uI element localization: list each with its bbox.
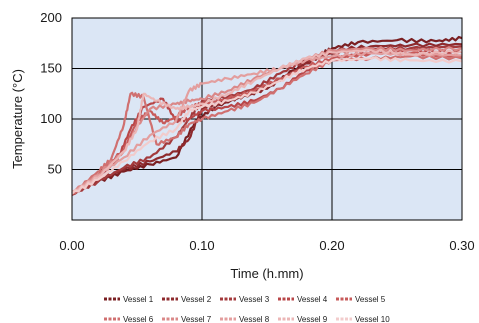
legend-label-vessel-3: Vessel 3 (239, 295, 270, 304)
y-tick-label: 50 (48, 162, 62, 177)
legend-label-vessel-1: Vessel 1 (123, 295, 154, 304)
legend-label-vessel-4: Vessel 4 (297, 295, 328, 304)
x-tick-labels: 0.00 0.10 0.20 0.30 (59, 238, 474, 253)
series-line-vessel-8 (71, 51, 463, 194)
plot-border (71, 17, 463, 221)
legend-label-vessel-9: Vessel 9 (297, 315, 328, 323)
y-tick-label: 100 (40, 111, 62, 126)
legend: Vessel 1 Vessel 2 Vessel 3 Vessel 4 Vessel 5… (104, 295, 390, 323)
legend-label-vessel-6: Vessel 6 (123, 315, 154, 323)
legend-label-vessel-7: Vessel 7 (181, 315, 212, 323)
y-tick-label: 200 (40, 10, 62, 25)
legend-label-vessel-5: Vessel 5 (355, 295, 386, 304)
y-tick-labels: 50 100 150 200 (40, 10, 62, 177)
x-tick-label: 0.00 (59, 238, 84, 253)
legend-label-vessel-8: Vessel 8 (239, 315, 270, 323)
x-tick-label: 0.10 (189, 238, 214, 253)
legend-label-vessel-2: Vessel 2 (181, 295, 212, 304)
series-line-vessel-9 (71, 48, 463, 194)
legend-label-vessel-10: Vessel 10 (355, 315, 390, 323)
x-axis-label: Time (h.mm) (230, 266, 303, 281)
series-line-vessel-10 (71, 56, 463, 195)
x-tick-label: 0.30 (449, 238, 474, 253)
series-lines (71, 35, 463, 196)
x-tick-label: 0.20 (319, 238, 344, 253)
y-tick-label: 150 (40, 61, 62, 76)
y-axis-label: Temperature (°C) (10, 69, 25, 169)
